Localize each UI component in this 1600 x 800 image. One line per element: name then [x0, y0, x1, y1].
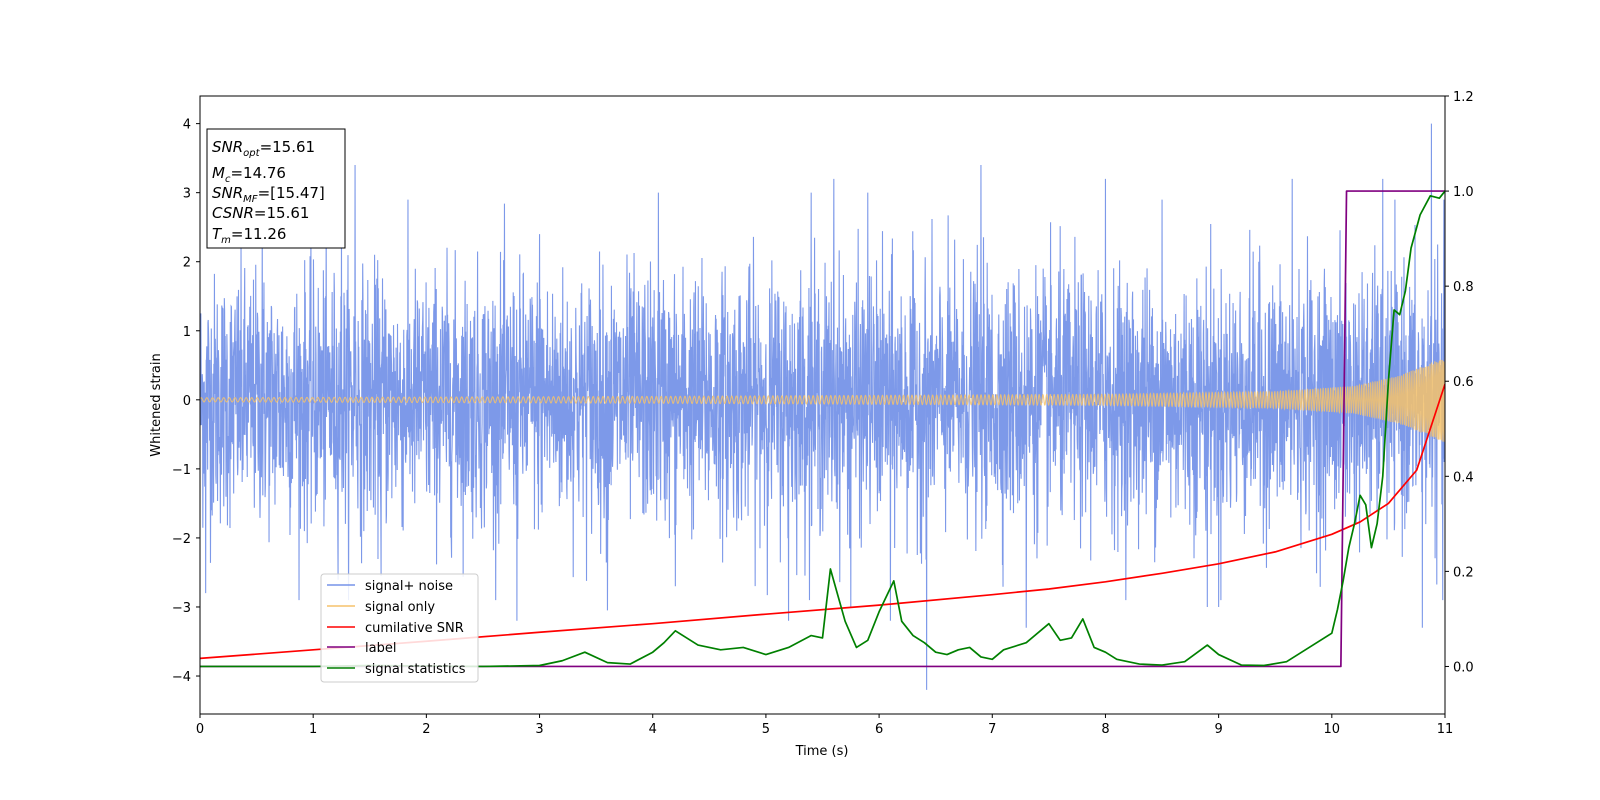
- stat-csnr: CSNR=15.61: [212, 204, 309, 222]
- y-tick-label-right: 1.0: [1453, 185, 1474, 200]
- y-tick-label-right: 1.2: [1453, 90, 1474, 105]
- plot-area: [200, 123, 1445, 690]
- y-tick-label-left: 0: [183, 394, 191, 409]
- legend-frame: [320, 573, 479, 683]
- x-tick-label: 0: [196, 722, 204, 737]
- legend-label-signal-only: signal only: [365, 600, 435, 615]
- legend-label-label: label: [365, 641, 396, 656]
- y-tick-label-left: 3: [183, 187, 191, 202]
- x-tick-label: 11: [1437, 722, 1454, 737]
- y-tick-label-left: −1: [172, 463, 191, 478]
- y-tick-label-right: 0.2: [1453, 565, 1474, 580]
- y-tick-label-right: 0.0: [1453, 660, 1474, 675]
- y-tick-label-left: −4: [172, 670, 191, 685]
- stats-box-frame: [206, 128, 346, 249]
- x-tick-label: 7: [988, 722, 996, 737]
- axes-frame: [199, 95, 1446, 715]
- x-tick-label: 5: [762, 722, 770, 737]
- y-tick-label-right: 0.6: [1453, 375, 1474, 390]
- stat-tm: Tm=11.26: [212, 225, 286, 246]
- series-signal-only: [200, 357, 1445, 442]
- x-tick-label: 8: [1101, 722, 1109, 737]
- y-tick-label-left: −3: [172, 601, 191, 616]
- x-tick-label: 6: [875, 722, 883, 737]
- series-label: [200, 190, 1445, 668]
- x-tick-label: 3: [535, 722, 543, 737]
- y-tick-label-right: 0.4: [1453, 470, 1474, 485]
- legend-label-signal-statistics: signal statistics: [365, 662, 466, 677]
- stat-mc: Mc=14.76: [212, 164, 286, 185]
- y-axis-label: Whitened strain: [149, 353, 164, 456]
- x-tick-label: 10: [1324, 722, 1341, 737]
- y-tick-label-left: 1: [183, 325, 191, 340]
- x-tick-label: 4: [649, 722, 657, 737]
- series-signal-statistics: [200, 190, 1445, 668]
- x-axis-label: Time (s): [795, 744, 849, 759]
- series-cumulative-snr: [200, 383, 1445, 660]
- stat-snr-mf: SNRMF=[15.47]: [212, 184, 325, 205]
- legend-label-signal-noise: signal+ noise: [365, 579, 453, 594]
- x-tick-label: 2: [422, 722, 430, 737]
- axis-ticks: 0 1 2 3 4 5 6 7 8 9 10 11 −4 −3 −2 −1 0 1 2 3 4 0.0 0.2 0.4 0.6 0…: [172, 90, 1474, 737]
- legend: signal+ noise signal only cumilative SNR…: [320, 573, 479, 683]
- y-tick-label-right: 0.8: [1453, 280, 1474, 295]
- legend-label-cumulative-snr: cumilative SNR: [365, 621, 464, 636]
- y-tick-label-left: 2: [183, 256, 191, 271]
- x-tick-label: 1: [309, 722, 317, 737]
- y-tick-label-left: 4: [183, 118, 191, 133]
- stat-snr-opt: SNRopt=15.61: [212, 138, 315, 159]
- x-tick-label: 9: [1214, 722, 1222, 737]
- y-tick-label-left: −2: [172, 532, 191, 547]
- stats-box: SNRopt=15.61 Mc=14.76 SNRMF=[15.47] CSNR…: [206, 128, 346, 249]
